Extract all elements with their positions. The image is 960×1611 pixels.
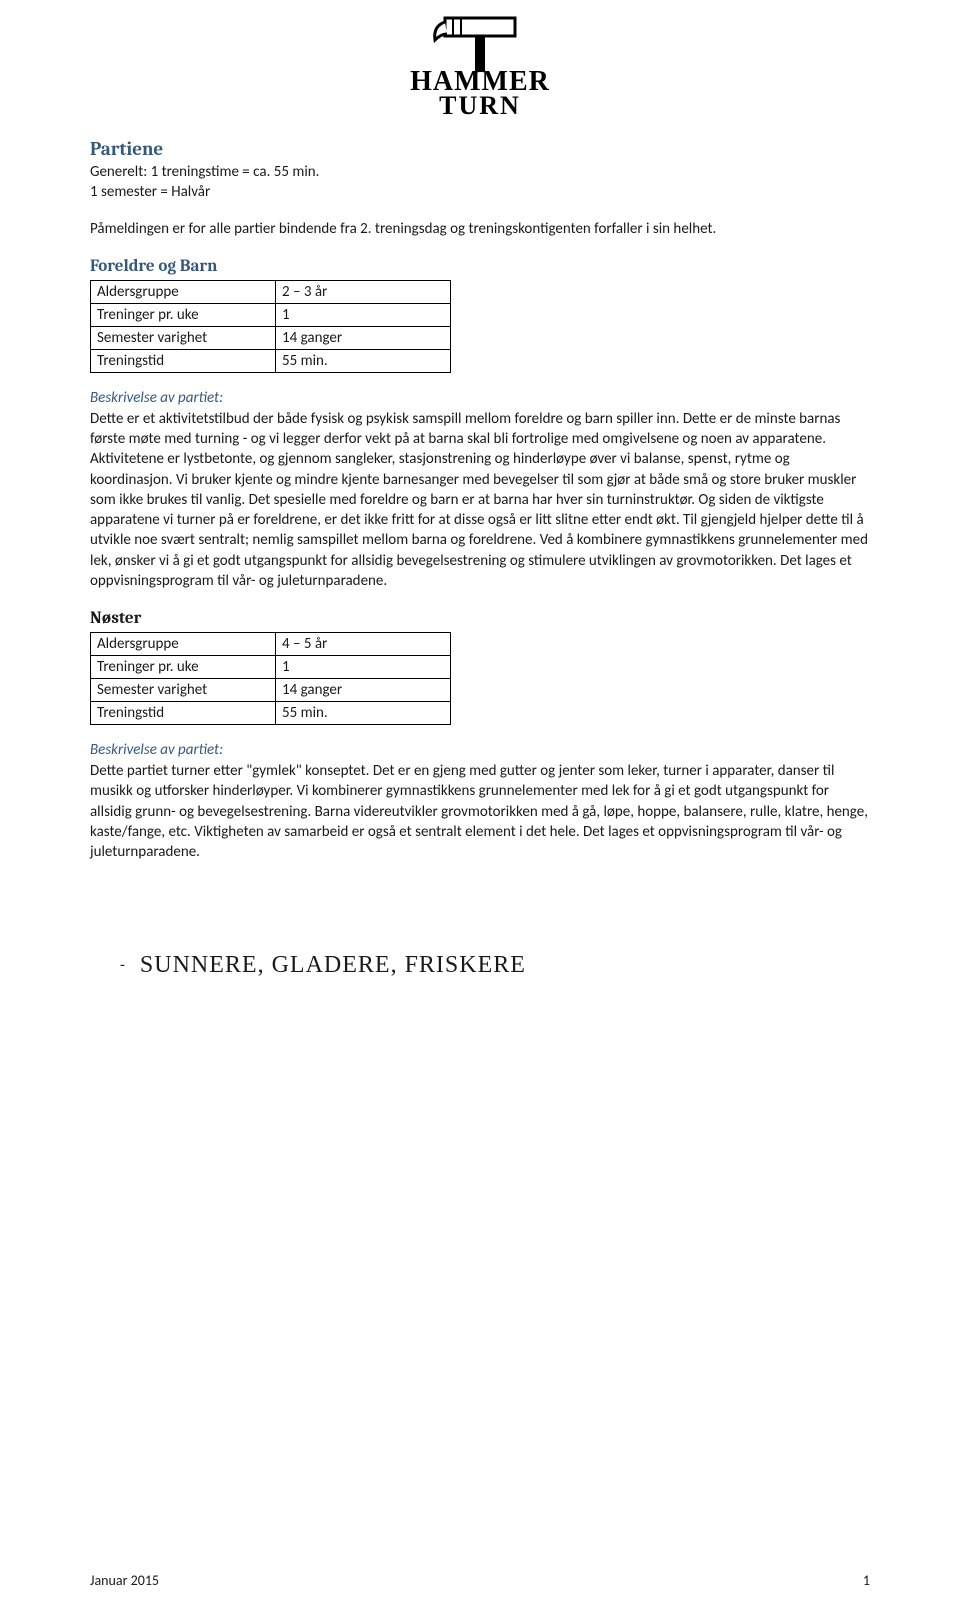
table-row: Semester varighet 14 ganger bbox=[91, 326, 451, 349]
cell-value: 14 ganger bbox=[276, 326, 451, 349]
footer-page-number: 1 bbox=[863, 1572, 870, 1589]
table-row: Treningstid 55 min. bbox=[91, 349, 451, 372]
table-row: Treninger pr. uke 1 bbox=[91, 656, 451, 679]
section2-desc-label: Beskrivelse av partiet: bbox=[90, 741, 870, 759]
cell-value: 4 – 5 år bbox=[276, 633, 451, 656]
footer-date: Januar 2015 bbox=[90, 1572, 159, 1589]
table-row: Aldersgruppe 4 – 5 år bbox=[91, 633, 451, 656]
cell-label: Treningstid bbox=[91, 349, 276, 372]
section2-table: Aldersgruppe 4 – 5 år Treninger pr. uke … bbox=[90, 632, 451, 725]
intro-block: Generelt: 1 treningstime = ca. 55 min. 1… bbox=[90, 162, 870, 239]
section2-title: Nøster bbox=[90, 609, 870, 628]
cell-value: 14 ganger bbox=[276, 679, 451, 702]
cell-label: Semester varighet bbox=[91, 326, 276, 349]
intro-line-2: 1 semester = Halvår bbox=[90, 182, 870, 202]
main-title: Partiene bbox=[90, 138, 870, 160]
section1-description: Dette er et aktivitetstilbud der både fy… bbox=[90, 409, 870, 591]
hammer-turn-logo: HAMMER TURN bbox=[395, 10, 565, 120]
cell-value: 1 bbox=[276, 656, 451, 679]
tagline-text: SUNNERE, GLADERE, FRISKERE bbox=[140, 952, 526, 978]
cell-value: 55 min. bbox=[276, 702, 451, 725]
cell-value: 2 – 3 år bbox=[276, 280, 451, 303]
table-row: Aldersgruppe 2 – 3 år bbox=[91, 280, 451, 303]
page-footer: Januar 2015 1 bbox=[90, 1572, 870, 1589]
section1-title: Foreldre og Barn bbox=[90, 257, 870, 276]
intro-line-1: Generelt: 1 treningstime = ca. 55 min. bbox=[90, 162, 870, 182]
cell-label: Treninger pr. uke bbox=[91, 303, 276, 326]
table-row: Treningstid 55 min. bbox=[91, 702, 451, 725]
tagline: -SUNNERE, GLADERE, FRISKERE bbox=[90, 952, 870, 979]
cell-value: 55 min. bbox=[276, 349, 451, 372]
svg-text:TURN: TURN bbox=[439, 91, 521, 120]
section2-description: Dette partiet turner etter "gymlek" kons… bbox=[90, 761, 870, 862]
section1-desc-label: Beskrivelse av partiet: bbox=[90, 389, 870, 407]
tagline-dash: - bbox=[120, 956, 126, 975]
cell-label: Treningstid bbox=[91, 702, 276, 725]
table-row: Treninger pr. uke 1 bbox=[91, 303, 451, 326]
section1-table: Aldersgruppe 2 – 3 år Treninger pr. uke … bbox=[90, 280, 451, 373]
cell-value: 1 bbox=[276, 303, 451, 326]
intro-line-3: Påmeldingen er for alle partier bindende… bbox=[90, 219, 870, 239]
document-page: HAMMER TURN Partiene Generelt: 1 trening… bbox=[0, 0, 960, 1611]
cell-label: Treninger pr. uke bbox=[91, 656, 276, 679]
cell-label: Aldersgruppe bbox=[91, 280, 276, 303]
table-row: Semester varighet 14 ganger bbox=[91, 679, 451, 702]
cell-label: Semester varighet bbox=[91, 679, 276, 702]
cell-label: Aldersgruppe bbox=[91, 633, 276, 656]
